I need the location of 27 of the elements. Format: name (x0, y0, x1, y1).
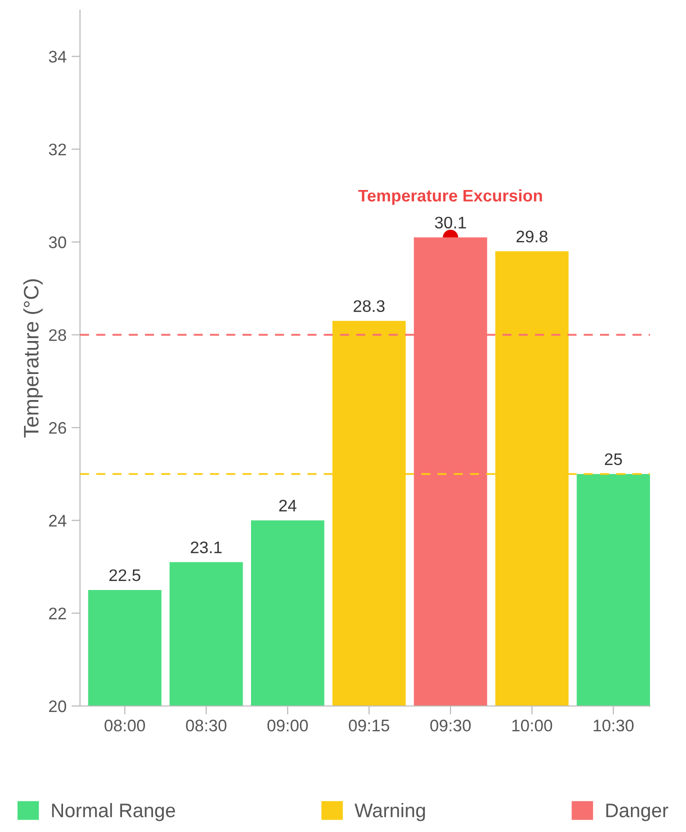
y-tick-label: 22 (49, 608, 66, 620)
y-tick-label: 26 (49, 422, 66, 434)
data-label: 23.1 (190, 541, 222, 554)
y-tick-label: 20 (49, 700, 66, 712)
data-label: 24 (279, 500, 296, 512)
x-tick-label: 09:00 (267, 720, 308, 732)
data-label: 22.5 (109, 569, 140, 582)
y-tick-label: 32 (48, 144, 66, 156)
legend-label: Danger (606, 804, 668, 822)
x-tick-label: 08:00 (104, 720, 145, 732)
data-label: 29.8 (516, 230, 548, 242)
x-tick-label: 10:00 (512, 720, 552, 732)
data-label: 30.1 (434, 216, 466, 228)
y-tick-label: 24 (49, 514, 66, 526)
y-axis-title: Temperature (°C) (23, 279, 43, 438)
annotation: Temperature Excursion (358, 189, 542, 205)
x-tick-label: 09:30 (430, 720, 471, 732)
x-tick-label: 10:30 (594, 720, 634, 732)
x-tick-label: 09:15 (348, 720, 390, 732)
y-tick-label: 28 (49, 329, 66, 342)
legend-label: Normal Range (52, 803, 176, 822)
x-tick-label: 08:30 (186, 720, 226, 732)
legend-label: Warning (354, 803, 425, 822)
data-label: 28.3 (354, 300, 385, 312)
y-tick-label: 34 (48, 50, 66, 63)
y-tick-label: 30 (48, 236, 66, 248)
data-label: 25 (604, 453, 622, 466)
